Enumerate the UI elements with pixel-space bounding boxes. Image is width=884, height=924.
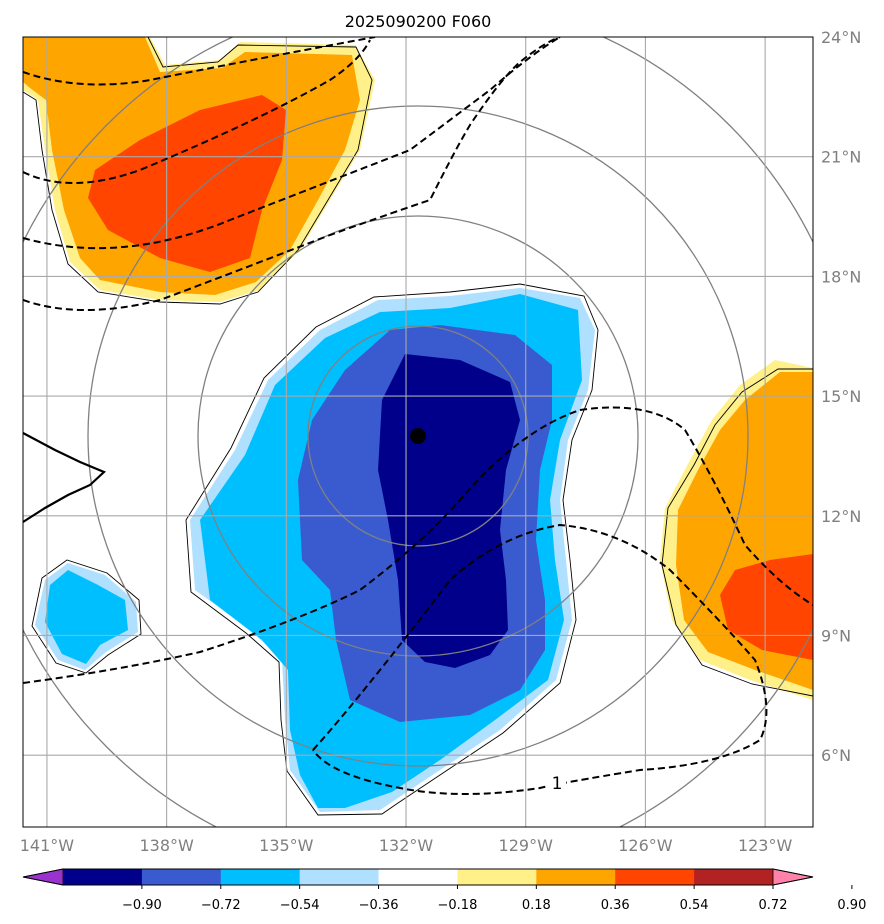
lat-tick-label: 9°N — [821, 626, 851, 645]
range-ring — [197, 215, 639, 657]
colorbar-tick-label: −0.54 — [280, 898, 320, 913]
range-rings — [23, 37, 813, 827]
colorbar-tick-label: −0.18 — [438, 898, 478, 913]
colorbar-tick-label: 0.72 — [759, 898, 788, 913]
lat-tick-label: 24°N — [821, 28, 861, 47]
colorbar-segment — [299, 869, 380, 885]
dashed-contour-5 — [23, 406, 813, 684]
colorbar-segment — [63, 869, 143, 885]
fill-level-054-right — [720, 554, 813, 660]
colorbar-segment — [615, 869, 695, 885]
colorbar-segment — [141, 869, 222, 885]
colorbar-tick-label: 0.54 — [680, 898, 709, 913]
colorbar-tick-label: −0.90 — [122, 898, 162, 913]
lat-tick-label: 15°N — [821, 387, 861, 406]
storm-center-marker — [410, 427, 426, 444]
lon-tick-label: 126°W — [618, 836, 673, 855]
colorbar-segment — [378, 869, 458, 885]
lat-tick-label: 6°N — [821, 746, 851, 765]
colorbar-extend-high — [772, 868, 814, 886]
longitude-tick-labels: 141°W 138°W 135°W 132°W 129°W 126°W 123°W — [20, 836, 793, 855]
dashed-contours — [23, 37, 813, 795]
plot-frame — [22, 36, 814, 828]
fill-level-054-top-left — [88, 95, 286, 272]
colorbar-tick-label: 0.18 — [522, 898, 551, 913]
contour-label: 1 — [552, 774, 563, 794]
colorbar-segment — [457, 869, 537, 885]
colorbar-outline — [22, 868, 814, 886]
negative-anomaly-region — [31, 283, 599, 816]
colorbar — [22, 868, 814, 886]
contour-outline-small-negative — [31, 559, 142, 674]
latitude-tick-labels: 6°N 9°N 12°N 15°N 18°N 21°N 24°N — [821, 28, 861, 765]
dashed-contour-3 — [23, 37, 561, 250]
contour-outline-top-left — [23, 37, 373, 305]
dashed-contour-6 — [312, 523, 768, 795]
colorbar-labels: −0.90 −0.72 −0.54 −0.36 −0.18 0.18 0.36 0.54 0.7… — [122, 885, 866, 913]
range-ring — [307, 325, 529, 547]
lon-tick-label: 129°W — [499, 836, 554, 855]
lon-tick-label: 123°W — [738, 836, 793, 855]
lon-tick-label: 138°W — [139, 836, 194, 855]
colorbar-extend-low — [22, 868, 64, 886]
colorbar-tick-label: 0.90 — [837, 898, 866, 913]
dashed-contour-4 — [23, 37, 561, 311]
colorbar-segment — [694, 869, 774, 885]
colorbar-tick-label: −0.36 — [359, 898, 399, 913]
lon-tick-label: 135°W — [259, 836, 314, 855]
dashed-contour-1 — [23, 37, 376, 86]
graticule — [23, 37, 813, 827]
range-ring — [87, 105, 749, 767]
plot-area: 1 — [23, 37, 813, 827]
map-title: 2025090200 F060 — [345, 12, 492, 31]
contour-outline-right — [661, 368, 813, 697]
lat-tick-label: 21°N — [821, 148, 861, 167]
colorbar-segment — [220, 869, 301, 885]
lon-tick-label: 141°W — [20, 836, 75, 855]
lon-tick-label: 132°W — [379, 836, 434, 855]
contour-outline-negative — [185, 283, 599, 816]
colorbar-tick-label: 0.36 — [601, 898, 630, 913]
coastline-left — [23, 432, 107, 523]
colorbar-segment — [536, 869, 616, 885]
contour-label-bg — [548, 772, 566, 792]
colorbar-tick-label: −0.72 — [201, 898, 241, 913]
lat-tick-label: 12°N — [821, 507, 861, 526]
fill-small-negative-left-inner — [45, 570, 128, 664]
lat-tick-label: 18°N — [821, 267, 861, 286]
